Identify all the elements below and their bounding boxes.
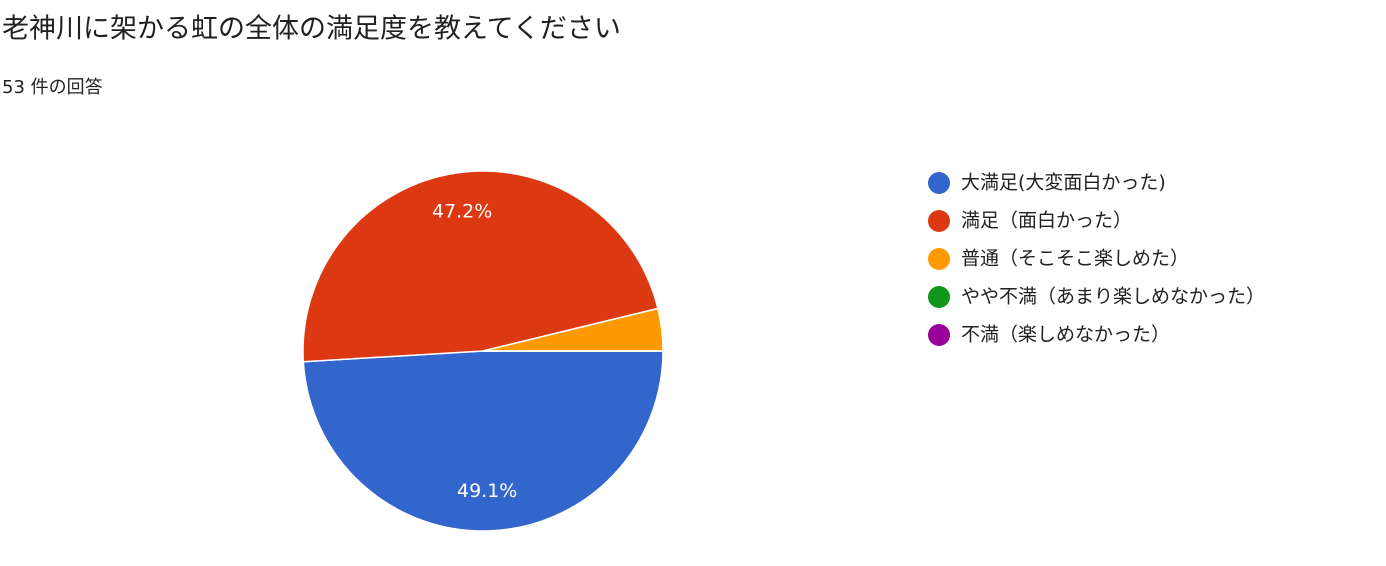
legend-label: 大満足(大変面白かった) [961,172,1166,194]
value-label: 49.1% [457,480,517,502]
legend-label: 満足（面白かった） [961,210,1132,232]
value-label: 47.2% [432,201,492,223]
chart-title: 老神川に架かる虹の全体の満足度を教えてください [2,14,621,45]
legend-label: やや不満（あまり楽しめなかった） [961,286,1265,308]
chart-subtitle: 53 件の回答 [2,77,103,98]
legend-swatch [928,324,950,346]
legend-swatch [928,210,950,232]
legend-swatch [928,286,950,308]
legend-label: 普通（そこそこ楽しめた） [961,248,1189,270]
legend-label: 不満（楽しめなかった） [961,324,1170,346]
legend-swatch [928,172,950,194]
legend-swatch [928,248,950,270]
pie-slice [302,350,664,532]
pie-slice [302,170,659,363]
